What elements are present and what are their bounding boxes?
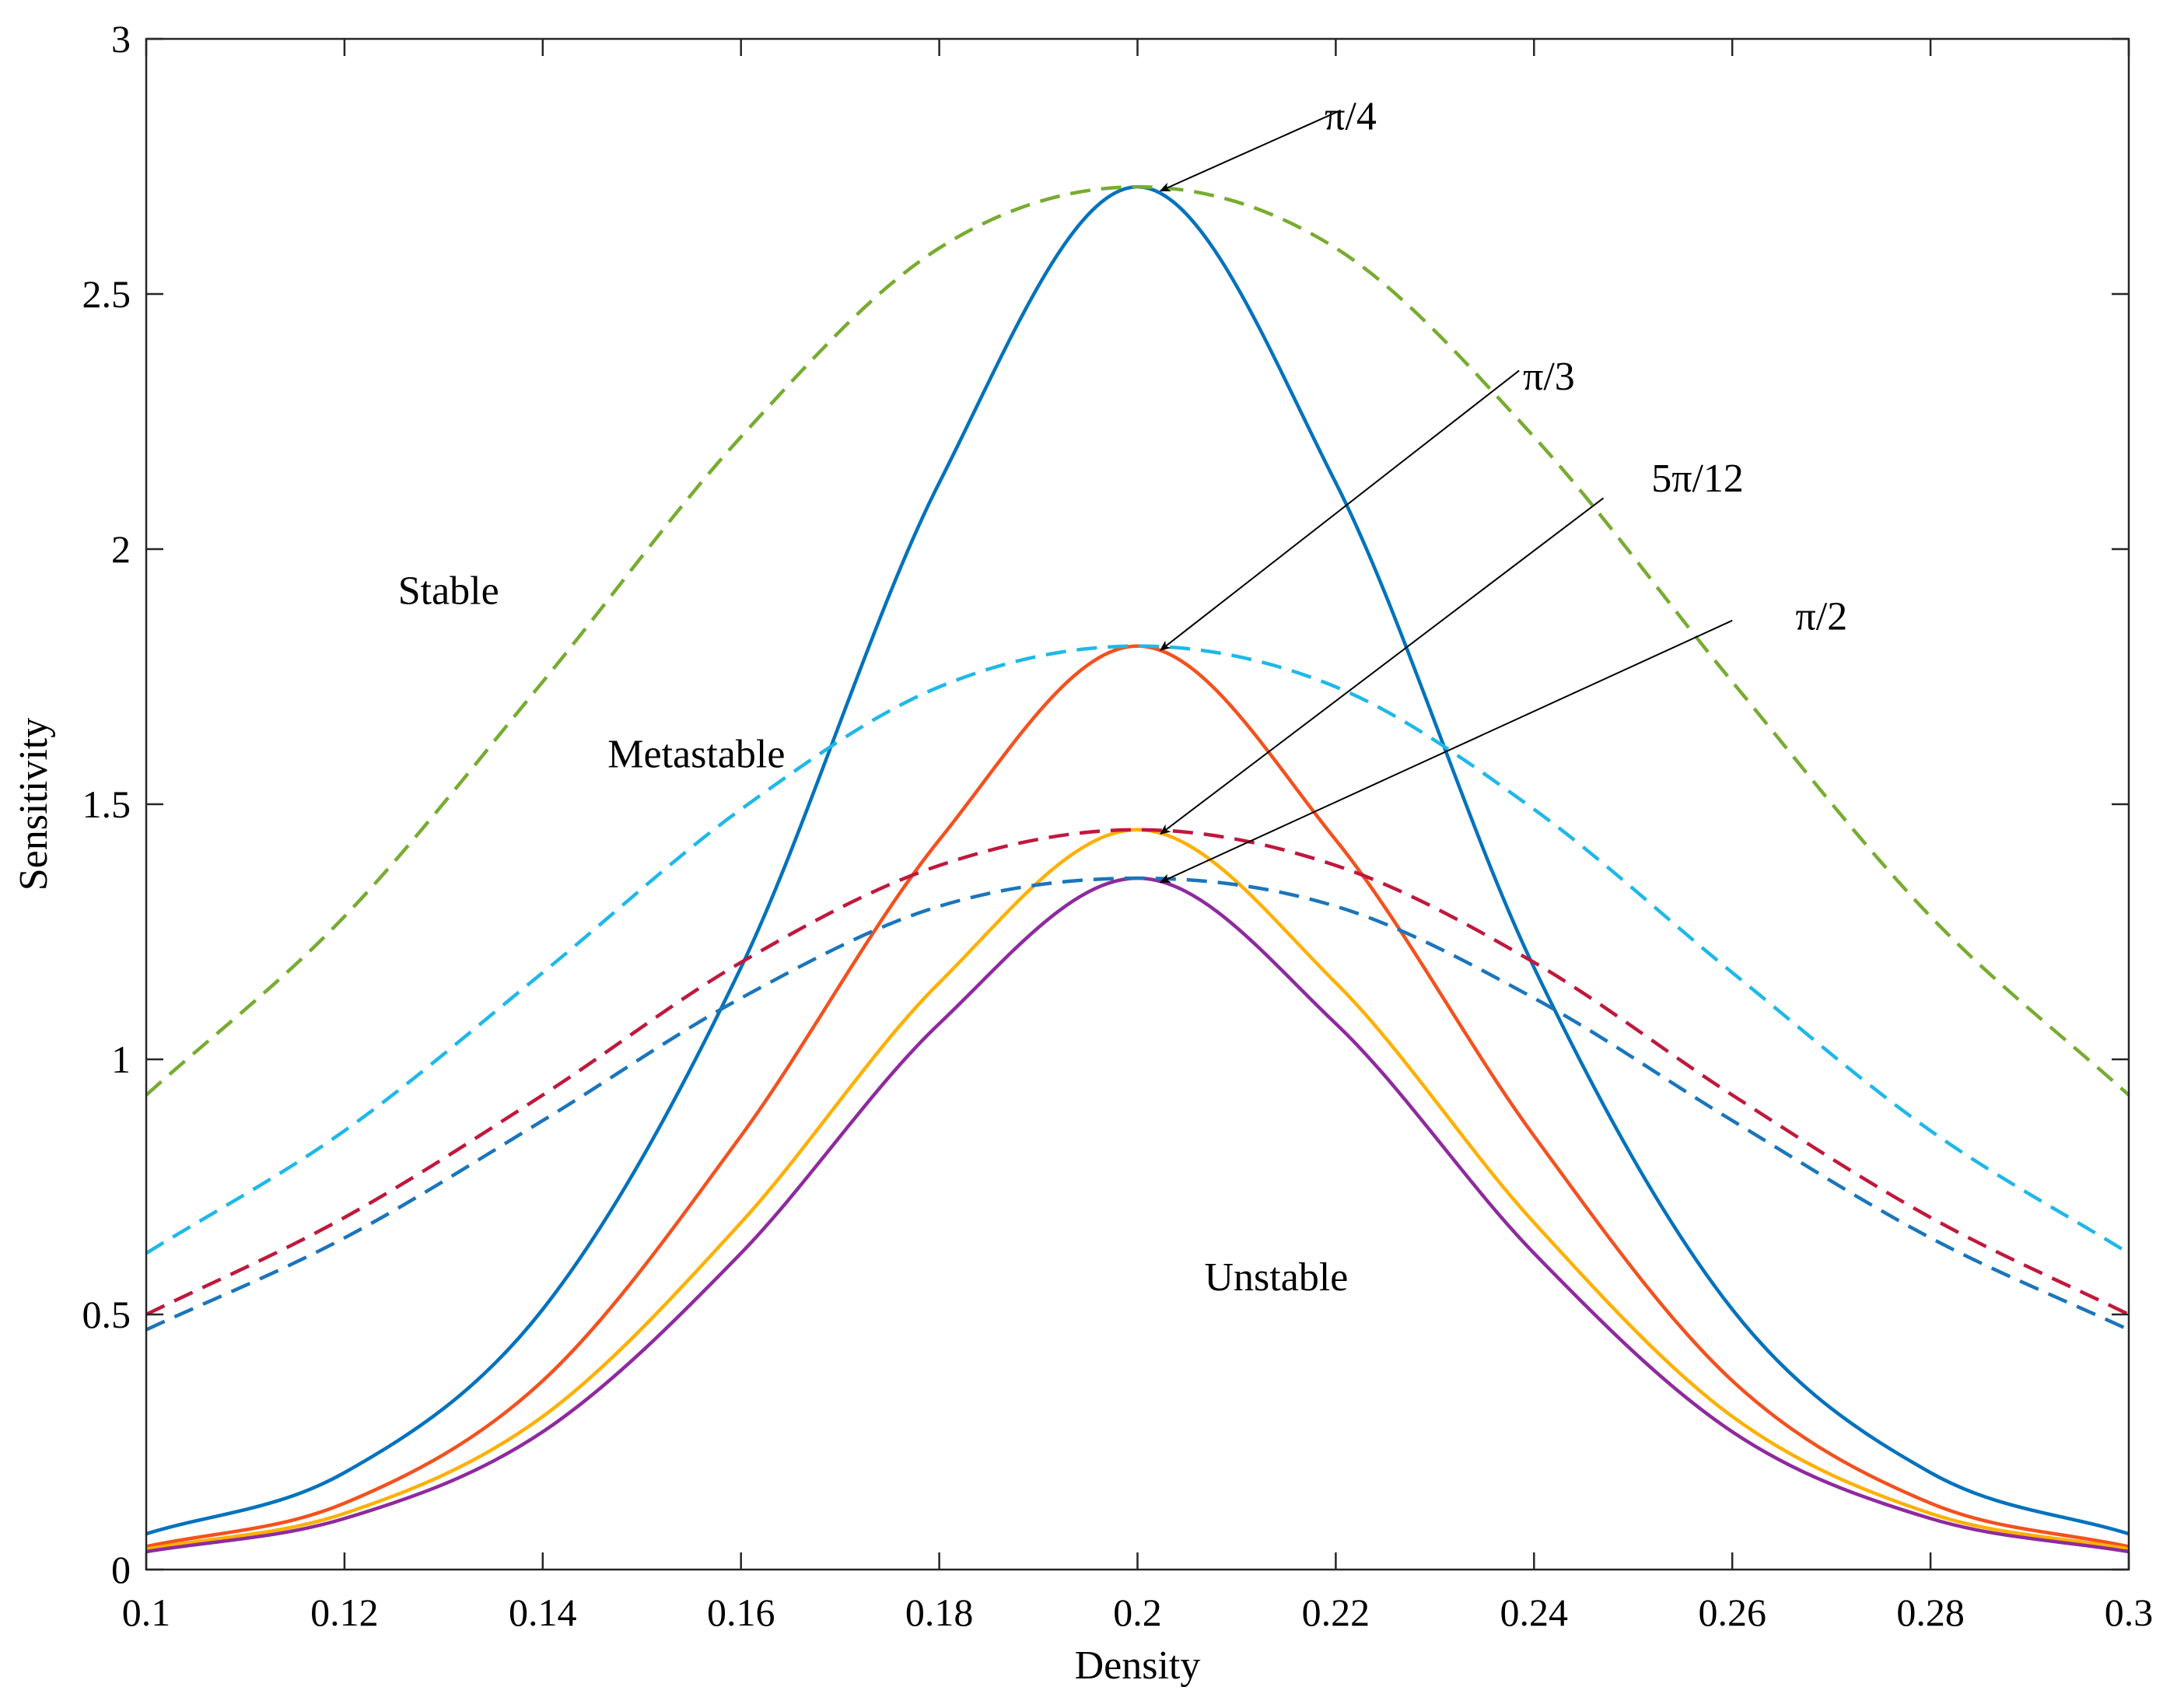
series-line-dashed-7 — [145, 876, 2130, 1332]
axis-ticks — [145, 37, 2130, 1571]
x-tick-label: 0.1 — [122, 1591, 171, 1634]
y-axis-label: Sensitivity — [12, 718, 56, 891]
x-tick-label: 0.16 — [707, 1591, 775, 1634]
x-tick-label: 0.24 — [1500, 1591, 1569, 1634]
region-label-metastable: Metastable — [607, 732, 785, 776]
series-line-solid-4 — [145, 828, 2130, 1551]
y-tick-label: 2 — [111, 527, 131, 571]
annotation-label: π/4 — [1325, 94, 1377, 138]
annotation-arrow — [1159, 497, 1605, 835]
x-tick-label: 0.12 — [310, 1591, 379, 1634]
series-line-dashed-3 — [145, 644, 2130, 1255]
x-tick-label: 0.14 — [509, 1591, 577, 1634]
series-line-solid-0 — [145, 184, 2130, 1536]
annotation-arrow — [1159, 369, 1520, 651]
series-line-solid-6 — [145, 876, 2130, 1554]
x-tick-label: 0.26 — [1698, 1591, 1766, 1634]
y-tick-label: 1 — [111, 1038, 131, 1081]
x-tick-label: 0.3 — [2105, 1591, 2154, 1634]
region-label-stable: Stable — [398, 569, 499, 613]
series-line-dashed-5 — [145, 828, 2130, 1317]
annotation-label: 5π/12 — [1651, 457, 1744, 501]
series-line-solid-2 — [145, 644, 2130, 1549]
y-tick-label: 3 — [111, 17, 131, 61]
angle-annotations: π/4 π/3 5π/12 π/2 — [1159, 94, 1848, 884]
series-line-dashed-1 — [145, 184, 2130, 1097]
x-tick-label: 0.28 — [1896, 1591, 1965, 1634]
annotation-label: π/2 — [1796, 594, 1848, 639]
plot-curves — [145, 184, 2130, 1554]
y-tick-label: 0.5 — [82, 1293, 131, 1336]
axis-tick-labels: 0.1 0.12 0.14 0.16 0.18 0.2 0.22 0.24 0.26 0.28 0.… — [82, 17, 2154, 1634]
annotation-arrow — [1159, 109, 1342, 192]
y-tick-label: 2.5 — [82, 272, 131, 316]
annotation-arrow — [1159, 619, 1733, 884]
y-tick-label: 1.5 — [82, 782, 131, 826]
x-axis-label: Density — [1075, 1643, 1201, 1688]
x-tick-label: 0.22 — [1302, 1591, 1370, 1634]
region-label-unstable: Unstable — [1205, 1255, 1349, 1300]
x-tick-label: 0.18 — [905, 1591, 974, 1634]
y-tick-label: 0 — [111, 1548, 131, 1591]
x-tick-label: 0.2 — [1113, 1591, 1162, 1634]
annotation-label: π/3 — [1523, 355, 1575, 399]
